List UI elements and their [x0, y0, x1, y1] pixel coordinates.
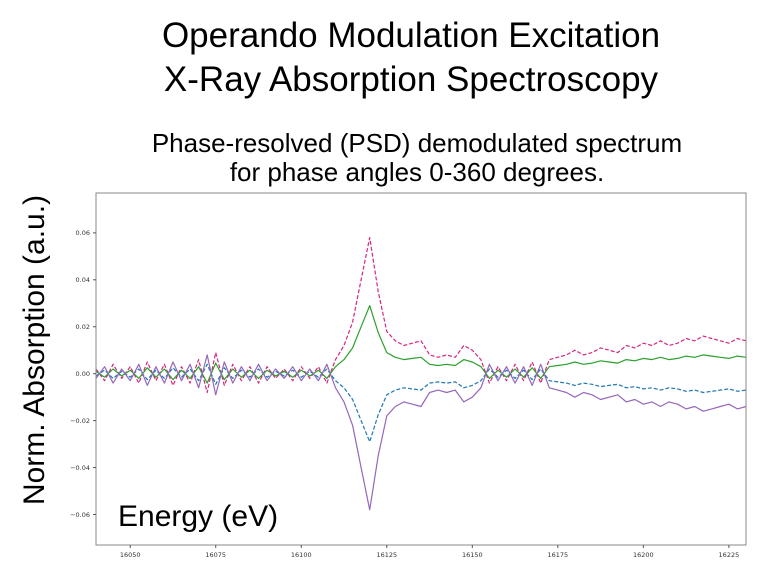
y-tick-label: 0.00 [76, 370, 90, 378]
x-tick-label: 16050 [120, 551, 141, 559]
x-tick-label: 16100 [291, 551, 312, 559]
x-tick-label: 16175 [547, 551, 568, 559]
x-tick-label: 16225 [719, 551, 740, 559]
x-tick-label: 16075 [205, 551, 226, 559]
x-tick-label: 16125 [376, 551, 397, 559]
y-tick-label: 0.06 [76, 229, 90, 237]
y-tick-label: 0.02 [76, 323, 90, 331]
y-tick-label: −0.06 [70, 511, 90, 519]
subtitle-line-2: for phase angles 0-360 degrees. [229, 157, 605, 187]
y-tick-label: −0.04 [70, 464, 90, 472]
title-line-2: X-Ray Absorption Spectroscopy [163, 60, 659, 99]
y-tick-label: 0.04 [76, 276, 90, 284]
x-axis-label: Energy (eV) [118, 500, 279, 533]
y-tick-label: −0.02 [70, 417, 90, 425]
y-axis-label: Norm. Absorption (a.u.) [18, 194, 51, 506]
series-line-2 [95, 363, 747, 443]
plot-frame [95, 192, 747, 546]
x-tick-label: 16200 [633, 551, 654, 559]
series-line-1 [95, 305, 747, 384]
series-line-3 [95, 354, 747, 511]
title-line-1: Operando Modulation Excitation [161, 16, 661, 55]
subtitle-line-1: Phase-resolved (PSD) demodulated spectru… [151, 128, 683, 158]
x-tick-label: 16150 [462, 551, 483, 559]
series-line-0 [95, 237, 747, 394]
